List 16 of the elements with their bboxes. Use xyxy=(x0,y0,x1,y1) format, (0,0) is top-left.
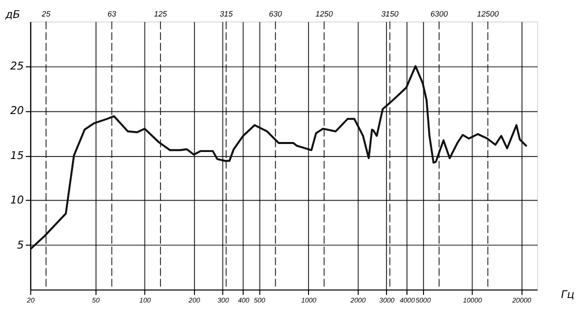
y-tick-label: 15 xyxy=(10,148,24,162)
y-axis-title: дБ xyxy=(4,8,20,22)
y-tick-label: 20 xyxy=(10,104,24,118)
ref-line-label: 25 xyxy=(40,10,52,19)
x-axis-title: Гц xyxy=(560,288,574,301)
ref-line-label: 315 xyxy=(220,10,234,19)
y-tick-label: 25 xyxy=(10,60,24,73)
ref-line-label: 12500 xyxy=(476,10,500,19)
y-tick-label: 10 xyxy=(10,194,24,207)
ref-line-label: 3150 xyxy=(381,10,400,19)
ref-line-label: 63 xyxy=(107,10,117,19)
ref-line-label: 125 xyxy=(154,10,168,19)
ref-line-label: 630 xyxy=(268,10,283,19)
ref-line-label: 6300 xyxy=(430,10,448,19)
ref-line-label: 1250 xyxy=(315,10,334,19)
y-tick-label: 5 xyxy=(17,238,24,252)
